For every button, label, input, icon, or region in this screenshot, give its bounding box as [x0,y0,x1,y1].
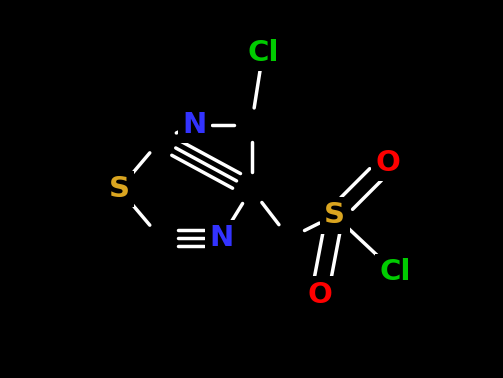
Text: N: N [209,224,233,252]
Text: S: S [324,201,345,229]
Text: O: O [375,149,400,177]
Text: Cl: Cl [379,258,411,286]
Text: S: S [109,175,130,203]
Text: N: N [183,111,207,139]
Text: O: O [307,281,332,309]
Text: Cl: Cl [247,39,279,67]
